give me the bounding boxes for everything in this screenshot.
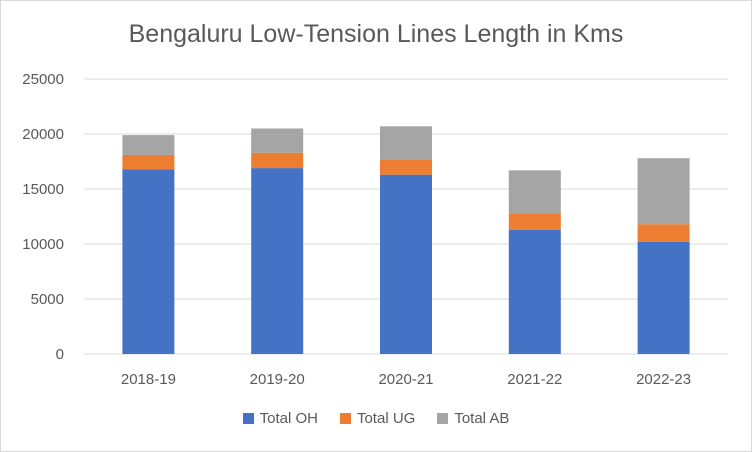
y-tick-label: 0 [56, 346, 64, 363]
bar-2018-19-total-ug [122, 154, 175, 170]
bar-2019-20-total-ug [251, 152, 304, 169]
bar-2019-20-total-oh [251, 168, 304, 354]
x-tick-label: 2019-20 [250, 371, 305, 388]
legend-swatch-ab [437, 413, 449, 424]
legend-label-ug: Total UG [356, 410, 416, 427]
legend-item-oh: Total OH [242, 410, 318, 427]
bar-2022-23-total-oh [637, 241, 690, 354]
bar-2022-23-total-ug [637, 224, 690, 242]
bar-2020-21-total-ug [380, 159, 432, 175]
bar-2021-22-total-ab [508, 170, 561, 214]
legend-label-oh: Total OH [259, 410, 318, 427]
legend-swatch-oh [242, 413, 254, 424]
chart-legend: Total OH Total UG Total AB [0, 410, 752, 427]
y-tick-label: 5000 [31, 291, 64, 308]
x-tick-label: 2020-21 [378, 371, 433, 388]
y-tick-label: 25000 [22, 71, 64, 88]
legend-swatch-ug [339, 413, 351, 424]
y-tick-label: 20000 [22, 126, 64, 143]
bar-2020-21-total-oh [380, 174, 432, 354]
x-tick-label: 2018-19 [121, 371, 176, 388]
bar-2022-23-total-ab [637, 158, 690, 225]
legend-item-ug: Total UG [339, 410, 416, 427]
y-tick-label: 10000 [22, 236, 64, 253]
legend-label-ab: Total AB [454, 410, 510, 427]
chart-title: Bengaluru Low-Tension Lines Length in Km… [128, 20, 624, 48]
bar-2018-19-total-oh [122, 169, 175, 354]
bar-2021-22-total-oh [508, 229, 561, 354]
x-tick-label: 2022-23 [636, 371, 691, 388]
bar-2018-19-total-ab [122, 135, 175, 155]
y-tick-label: 15000 [22, 181, 64, 198]
x-tick-label: 2021-22 [507, 371, 562, 388]
legend-item-ab: Total AB [437, 410, 509, 427]
bar-2019-20-total-ab [251, 128, 304, 153]
bar-2020-21-total-ab [380, 126, 432, 160]
bar-2021-22-total-ug [508, 213, 561, 230]
